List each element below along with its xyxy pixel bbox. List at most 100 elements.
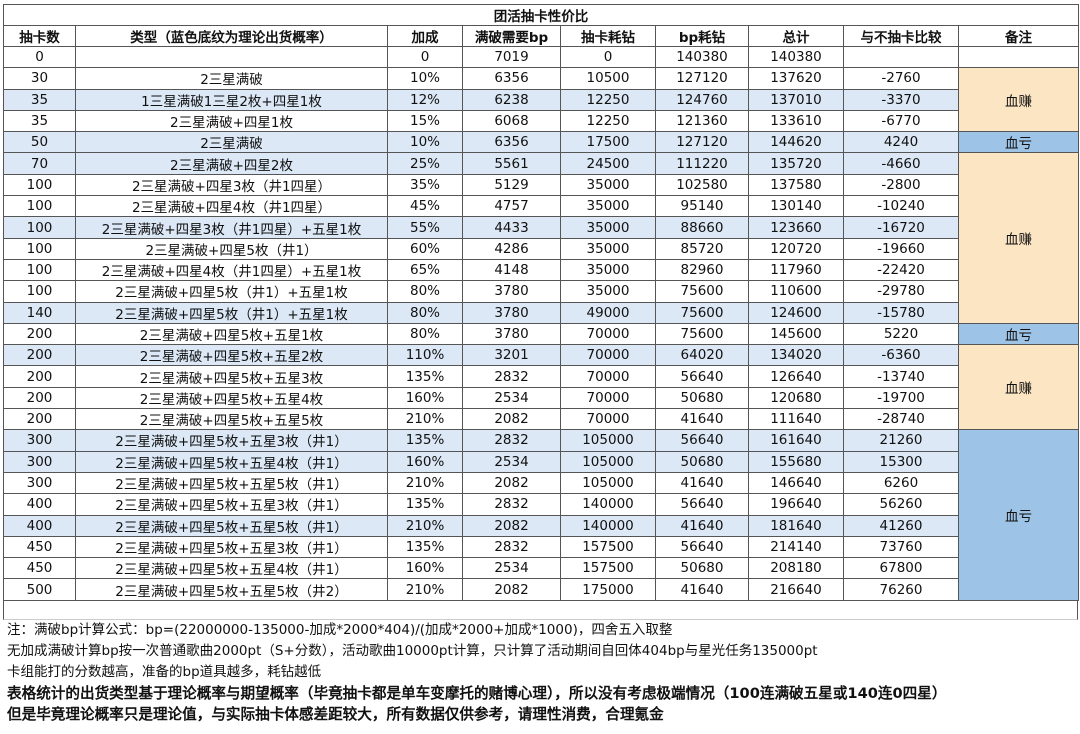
cell: 2三星满破+四星5枚+五星5枚 bbox=[75, 408, 388, 431]
column-header: 与不抽卡比较 bbox=[843, 25, 959, 47]
cell: 155680 bbox=[748, 450, 844, 473]
cell: 110% bbox=[387, 344, 463, 367]
cell: 111220 bbox=[655, 152, 749, 175]
cell: 35000 bbox=[560, 216, 656, 239]
cell: 134020 bbox=[748, 344, 844, 367]
cell: 82960 bbox=[655, 258, 749, 282]
cell bbox=[843, 45, 959, 69]
cell: 2三星满破+四星4枚（井1四星）+五星1枚 bbox=[75, 258, 388, 282]
table-row: 200 2三星满破+四星5枚+五星2枚 110% 3201 70000 64020 1340… bbox=[3, 344, 1080, 431]
cell: 45% bbox=[387, 195, 463, 218]
cell: 12250 bbox=[560, 109, 656, 133]
cell: 157500 bbox=[560, 557, 656, 580]
cell: 145600 bbox=[748, 322, 844, 346]
cell: 208180 bbox=[748, 557, 844, 580]
cell: 135% bbox=[387, 493, 463, 516]
note-cell bbox=[957, 45, 1080, 69]
cell: 5129 bbox=[462, 173, 561, 197]
cell: 300 bbox=[3, 450, 76, 473]
table: 团活抽卡性价比 抽卡数 类型（蓝色底纹为理论出货概率） 加成 满破需要bp 抽卡耗钻 bp… bbox=[2, 4, 1080, 601]
cell: 50680 bbox=[655, 450, 749, 473]
cell: 35 bbox=[3, 88, 76, 111]
cell: -3370 bbox=[843, 88, 959, 111]
cell: 100 bbox=[3, 195, 76, 218]
cell: 95140 bbox=[655, 195, 749, 218]
cell: 2三星满破+四星5枚+五星4枚 bbox=[75, 386, 388, 410]
cell: 146640 bbox=[748, 471, 844, 495]
cell: 130140 bbox=[748, 195, 844, 218]
cell: -16720 bbox=[843, 216, 959, 239]
cell: 3201 bbox=[462, 344, 561, 367]
cell: 2534 bbox=[462, 557, 561, 580]
cell: 0 bbox=[387, 45, 463, 69]
cell: 181640 bbox=[748, 514, 844, 537]
column-header: 类型（蓝色底纹为理论出货概率） bbox=[75, 25, 388, 47]
cell: 105000 bbox=[560, 450, 656, 473]
cell: 2082 bbox=[462, 471, 561, 495]
cell: 70000 bbox=[560, 365, 656, 388]
cell: 2832 bbox=[462, 535, 561, 559]
cell: 111640 bbox=[748, 408, 844, 431]
cell: 160% bbox=[387, 557, 463, 580]
table-row: 200 2三星满破+四星5枚+五星5枚 210% 2082 70000 41640 1116… bbox=[3, 408, 1079, 431]
note-cell: 血亏 bbox=[957, 131, 1080, 154]
cell: 124760 bbox=[655, 88, 749, 111]
cell: -22420 bbox=[843, 258, 959, 282]
cell: 2534 bbox=[462, 450, 561, 473]
cell: 35000 bbox=[560, 258, 656, 282]
cell: 4757 bbox=[462, 195, 561, 218]
note-cell: 血亏 bbox=[957, 429, 1080, 601]
cell: 15% bbox=[387, 109, 463, 133]
cell: 210% bbox=[387, 514, 463, 537]
cell: 127120 bbox=[655, 131, 749, 154]
cell: 160% bbox=[387, 450, 463, 473]
cell: 2三星满破+四星5枚（井1）+五星1枚 bbox=[75, 280, 388, 303]
footnote: 表格统计的出货类型基于理论概率与期望概率（毕竟抽卡都是单车变摩托的赌博心理），所… bbox=[7, 684, 947, 702]
cell: 41640 bbox=[655, 471, 749, 495]
cell: 3780 bbox=[462, 301, 561, 324]
cell: -19660 bbox=[843, 237, 959, 260]
table-row: 300 2三星满破+四星5枚+五星5枚（井1） 210% 2082 105000 4164… bbox=[3, 471, 1079, 495]
cell: 6068 bbox=[462, 109, 561, 133]
cell: -15780 bbox=[843, 301, 959, 324]
cell: 24500 bbox=[560, 152, 656, 175]
table-row: 100 2三星满破+四星3枚（井1四星）+五星1枚 55% 4433 35000 8866… bbox=[3, 216, 1079, 239]
table-row: 35 1三星满破1三星2枚+四星1枚 12% 6238 12250 124760 13701… bbox=[3, 88, 1079, 111]
cell: 75600 bbox=[655, 322, 749, 346]
cell: 0 bbox=[3, 45, 76, 69]
cell: 4148 bbox=[462, 258, 561, 282]
cell: 70000 bbox=[560, 322, 656, 346]
cell: 160% bbox=[387, 386, 463, 410]
table-row: 30 2三星满破 10% 6356 10500 127120 137620 -2760 血赚 bbox=[3, 67, 1080, 133]
cell: 2534 bbox=[462, 386, 561, 410]
cell: 200 bbox=[3, 365, 76, 388]
cell: 2三星满破+四星4枚（井1四星） bbox=[75, 195, 388, 218]
note-cell: 血亏 bbox=[957, 322, 1080, 346]
table-row: 100 2三星满破+四星3枚（井1四星） 35% 5129 35000 102580 137… bbox=[3, 173, 1079, 197]
table-row: 300 2三星满破+四星5枚+五星4枚（井1） 160% 2534 105000 5068… bbox=[3, 450, 1079, 473]
cell: 144620 bbox=[748, 131, 844, 154]
cell: 135% bbox=[387, 365, 463, 388]
cell: 105000 bbox=[560, 471, 656, 495]
cell: 2三星满破+四星5枚+五星3枚 bbox=[75, 365, 388, 388]
cell: 50 bbox=[3, 131, 76, 154]
cell: 175000 bbox=[560, 578, 656, 601]
table-row: 0 0 7019 0 140380 140380 bbox=[3, 45, 1080, 69]
cell: 135720 bbox=[748, 152, 844, 175]
cell: 35000 bbox=[560, 280, 656, 303]
table-row: 200 2三星满破+四星5枚+五星1枚 80% 3780 70000 75600 14560… bbox=[3, 322, 1080, 346]
cell: 2832 bbox=[462, 365, 561, 388]
cell: 140380 bbox=[655, 45, 749, 69]
cell: 2三星满破+四星5枚（井1）+五星1枚 bbox=[75, 301, 388, 324]
cell: 127120 bbox=[655, 67, 749, 90]
cell: 100 bbox=[3, 237, 76, 260]
cell: 500 bbox=[3, 578, 76, 601]
cell: 5561 bbox=[462, 152, 561, 175]
cell: 76260 bbox=[843, 578, 959, 601]
cell: 70 bbox=[3, 152, 76, 175]
cell: 4240 bbox=[843, 131, 959, 154]
column-header: 加成 bbox=[387, 25, 463, 47]
cell: 50680 bbox=[655, 386, 749, 410]
cell: 2三星满破+四星5枚+五星5枚（井2） bbox=[75, 578, 388, 601]
cell: 140000 bbox=[560, 514, 656, 537]
